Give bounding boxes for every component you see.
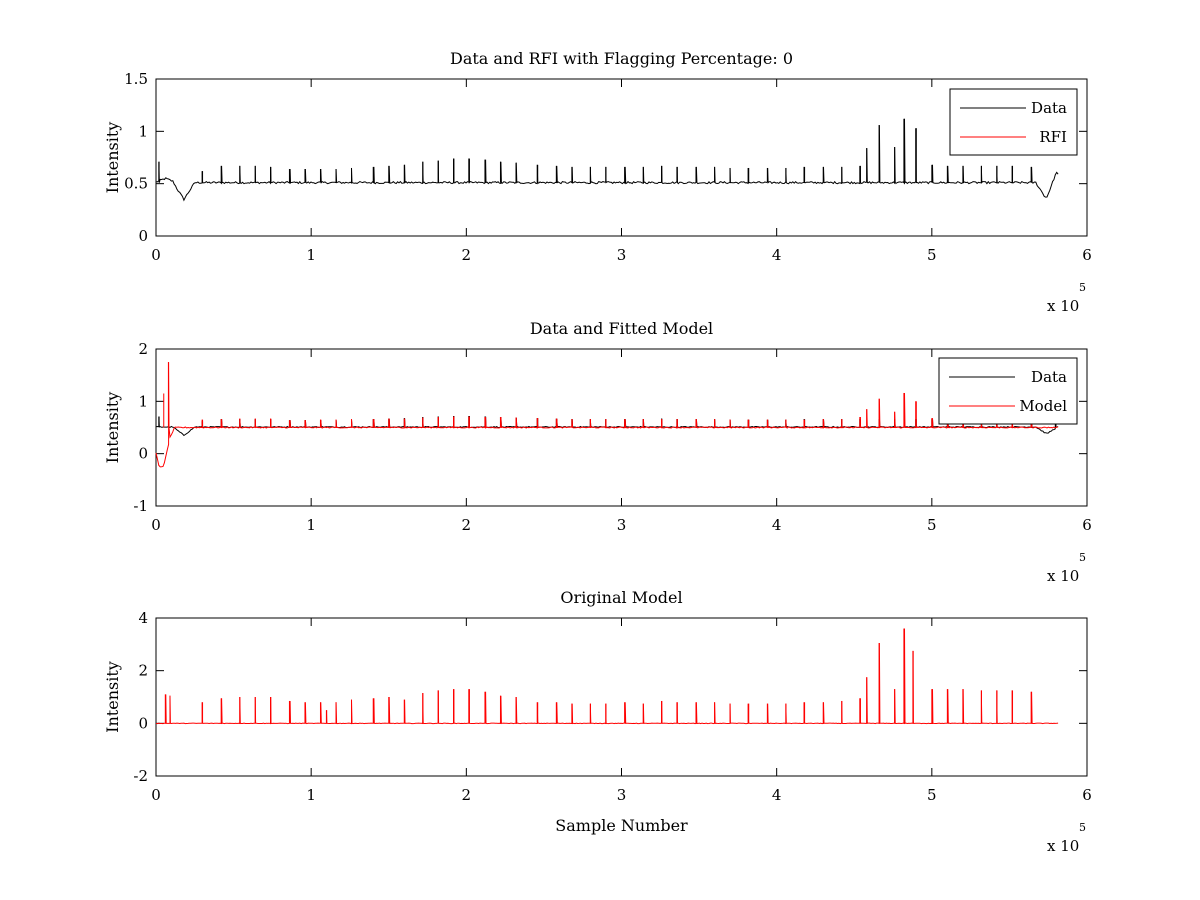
y-tick-label: -1 <box>133 497 148 515</box>
legend-label: RFI <box>1039 128 1067 146</box>
x-tick-label: 4 <box>772 786 782 804</box>
x-tick-label: 3 <box>617 516 627 534</box>
x-tick-label: 6 <box>1082 516 1092 534</box>
y-tick-label: 1 <box>138 122 148 140</box>
x-tick-label: 5 <box>927 246 937 264</box>
x-exponent: x 10 <box>1047 837 1079 855</box>
legend-box <box>949 88 1078 156</box>
x-exponent: x 10 <box>1047 567 1079 585</box>
x-tick-label: 0 <box>151 516 161 534</box>
x-tick-label: 0 <box>151 786 161 804</box>
y-tick-label: 4 <box>138 609 148 627</box>
legend-label: Data <box>1031 99 1067 117</box>
subplot-1: Data and RFI with Flagging Percentage: 0… <box>103 49 1092 315</box>
x-exponent-power: 5 <box>1079 281 1086 294</box>
x-exponent: x 10 <box>1047 297 1079 315</box>
series-line-model <box>155 362 1059 468</box>
chart-title: Data and RFI with Flagging Percentage: 0 <box>450 49 793 68</box>
y-axis-label: Intensity <box>103 661 122 733</box>
y-tick-label: 1.5 <box>124 70 148 88</box>
x-tick-label: 1 <box>306 786 316 804</box>
y-tick-label: 0 <box>138 714 148 732</box>
y-tick-label: 1 <box>138 392 148 410</box>
y-tick-label: 0.5 <box>124 175 148 193</box>
legend: Data RFI <box>949 88 1078 156</box>
series-line-data <box>155 118 1059 202</box>
y-axis-label: Intensity <box>103 392 122 464</box>
legend: Data Model <box>938 357 1078 425</box>
chart-title: Data and Fitted Model <box>530 319 713 338</box>
chart-title: Original Model <box>560 588 682 607</box>
x-tick-label: 1 <box>306 516 316 534</box>
x-tick-label: 4 <box>772 516 782 534</box>
x-tick-label: 3 <box>617 246 627 264</box>
x-exponent-power: 5 <box>1079 821 1086 834</box>
x-tick-label: 3 <box>617 786 627 804</box>
x-tick-label: 2 <box>462 516 472 534</box>
x-tick-label: 2 <box>462 786 472 804</box>
legend-label: Data <box>1031 368 1067 386</box>
legend-box <box>938 357 1078 425</box>
y-tick-label: 2 <box>138 340 148 358</box>
x-tick-label: 6 <box>1082 786 1092 804</box>
y-tick-label: 0 <box>138 227 148 245</box>
y-axis-label: Intensity <box>103 122 122 194</box>
x-exponent-power: 5 <box>1079 551 1086 564</box>
x-tick-label: 0 <box>151 246 161 264</box>
x-tick-label: 6 <box>1082 246 1092 264</box>
y-tick-label: -2 <box>133 767 148 785</box>
x-tick-label: 1 <box>306 246 316 264</box>
y-tick-label: 0 <box>138 445 148 463</box>
x-axis-label: Sample Number <box>555 816 688 835</box>
x-tick-label: 5 <box>927 516 937 534</box>
legend-label: Model <box>1019 397 1067 415</box>
axes-box <box>155 78 1088 237</box>
x-tick-label: 5 <box>927 786 937 804</box>
x-tick-label: 4 <box>772 246 782 264</box>
y-tick-label: 2 <box>138 662 148 680</box>
x-tick-label: 2 <box>462 246 472 264</box>
